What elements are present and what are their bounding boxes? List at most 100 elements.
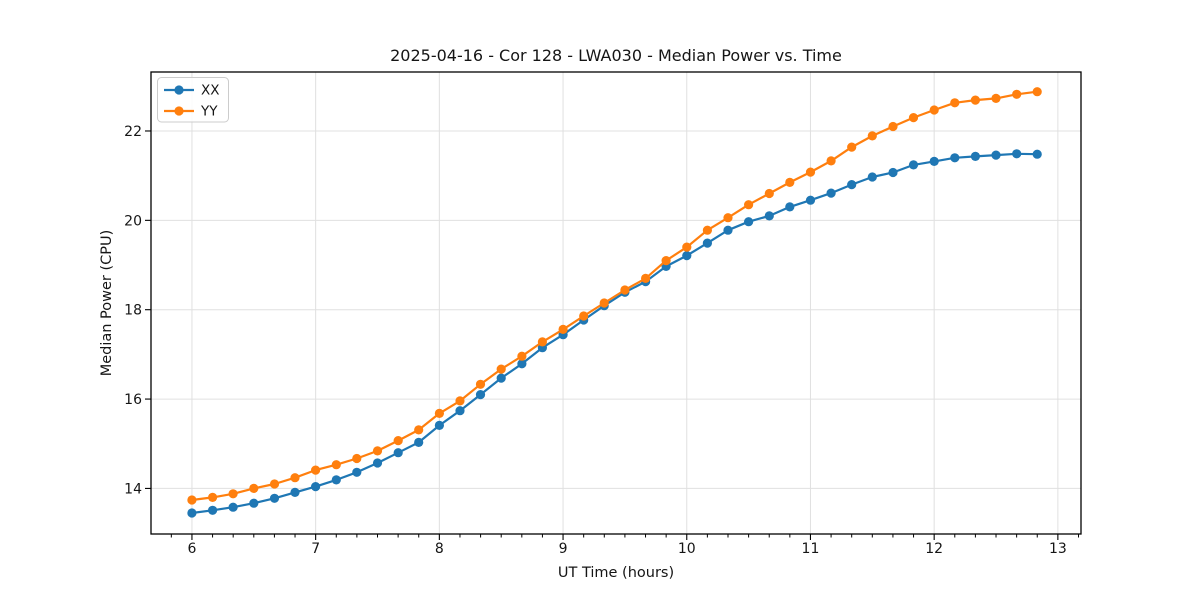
data-point-marker [682, 242, 692, 252]
data-point-marker [702, 225, 713, 235]
x-axis-label: UT Time (hours) [558, 565, 674, 581]
data-point-marker [579, 311, 589, 321]
data-point-marker [620, 285, 630, 295]
grid-lines [151, 72, 1081, 534]
y-tick-label: 22 [124, 124, 142, 140]
data-point-marker [187, 508, 197, 518]
data-point-marker [723, 213, 733, 223]
data-point-marker [929, 105, 939, 115]
y-axis-label: Median Power (CPU) [99, 230, 115, 377]
data-point-marker [744, 200, 754, 210]
data-point-marker [950, 98, 960, 108]
data-point-marker [1032, 149, 1042, 159]
data-point-marker [888, 121, 898, 132]
data-point-marker [950, 153, 960, 163]
data-point-marker [455, 396, 465, 406]
series-line-xx [191, 152, 1038, 515]
data-point-marker [228, 502, 238, 512]
chart-title: 2025-04-16 - Cor 128 - LWA030 - Median P… [390, 46, 842, 65]
data-point-marker [228, 489, 238, 499]
data-point-marker [970, 95, 981, 105]
data-point-marker [764, 188, 774, 199]
series-xx [187, 149, 1042, 518]
data-point-marker [311, 482, 321, 492]
series-line-yy [191, 90, 1038, 502]
series-yy [187, 87, 1042, 505]
data-point-marker [331, 460, 341, 470]
data-point-marker [352, 467, 362, 477]
data-point-marker [826, 156, 836, 166]
data-point-marker [661, 256, 671, 266]
data-point-marker [785, 202, 795, 212]
plot-border [150, 71, 1082, 535]
data-point-marker [434, 408, 444, 418]
data-point-marker [393, 448, 403, 458]
data-point-marker [475, 390, 486, 400]
data-point-marker [517, 359, 527, 369]
data-point-marker [269, 493, 280, 503]
x-tick-label: 11 [802, 541, 820, 557]
data-point-marker [1032, 87, 1042, 97]
data-point-marker [558, 324, 568, 334]
data-point-marker [888, 167, 898, 178]
data-point-marker [991, 150, 1001, 160]
data-point-marker [908, 160, 919, 170]
legend-label-yy: YY [200, 104, 218, 120]
data-point-marker [372, 446, 383, 456]
x-tick-label: 10 [678, 541, 696, 557]
data-point-marker [764, 211, 774, 221]
data-point-marker [249, 483, 259, 493]
data-point-marker [1012, 89, 1022, 99]
data-point-marker [929, 156, 939, 166]
data-point-marker [867, 131, 877, 141]
x-tick-label: 13 [1049, 541, 1067, 557]
data-point-marker [434, 420, 444, 430]
y-tick-label: 16 [124, 392, 142, 408]
data-point-marker [208, 505, 218, 515]
y-tick-label: 14 [124, 481, 142, 497]
data-point-marker [723, 225, 733, 235]
x-tick-label: 9 [559, 541, 568, 557]
data-series [187, 87, 1042, 518]
x-tick-label: 8 [435, 541, 444, 557]
data-point-marker [682, 251, 692, 261]
data-point-marker [805, 195, 816, 205]
data-point-marker [970, 151, 981, 161]
data-point-marker [991, 93, 1001, 103]
data-point-marker [826, 188, 836, 198]
data-point-marker [908, 113, 919, 123]
x-tick-label: 12 [925, 541, 943, 557]
data-point-marker [517, 351, 527, 361]
legend-marker [174, 106, 184, 116]
data-point-marker [331, 475, 341, 485]
data-point-marker [867, 172, 877, 182]
data-point-marker [311, 465, 321, 475]
data-point-marker [805, 167, 816, 177]
data-point-marker [702, 238, 713, 248]
data-point-marker [187, 495, 197, 505]
data-point-marker [641, 273, 651, 283]
legend: XX YY [157, 77, 229, 123]
data-point-marker [290, 487, 300, 497]
data-point-marker [290, 473, 300, 483]
data-point-marker [414, 437, 424, 447]
data-point-marker [269, 479, 280, 489]
data-point-marker [372, 458, 383, 468]
data-point-marker [847, 142, 857, 152]
data-point-marker [393, 436, 403, 446]
data-point-marker [496, 364, 506, 374]
x-tick-label: 6 [187, 541, 196, 557]
data-point-marker [785, 177, 795, 187]
data-point-marker [496, 373, 506, 383]
data-point-marker [847, 180, 857, 190]
data-point-marker [475, 379, 486, 389]
x-tick-label: 7 [311, 541, 320, 557]
data-point-marker [537, 337, 548, 347]
axes-and-ticks: 6 7 8 9 10 11 12 13 14 16 18 20 22 [124, 71, 1082, 557]
y-tick-label: 20 [124, 213, 142, 229]
data-point-marker [208, 492, 218, 502]
data-point-marker [744, 217, 754, 227]
data-point-marker [455, 406, 465, 416]
